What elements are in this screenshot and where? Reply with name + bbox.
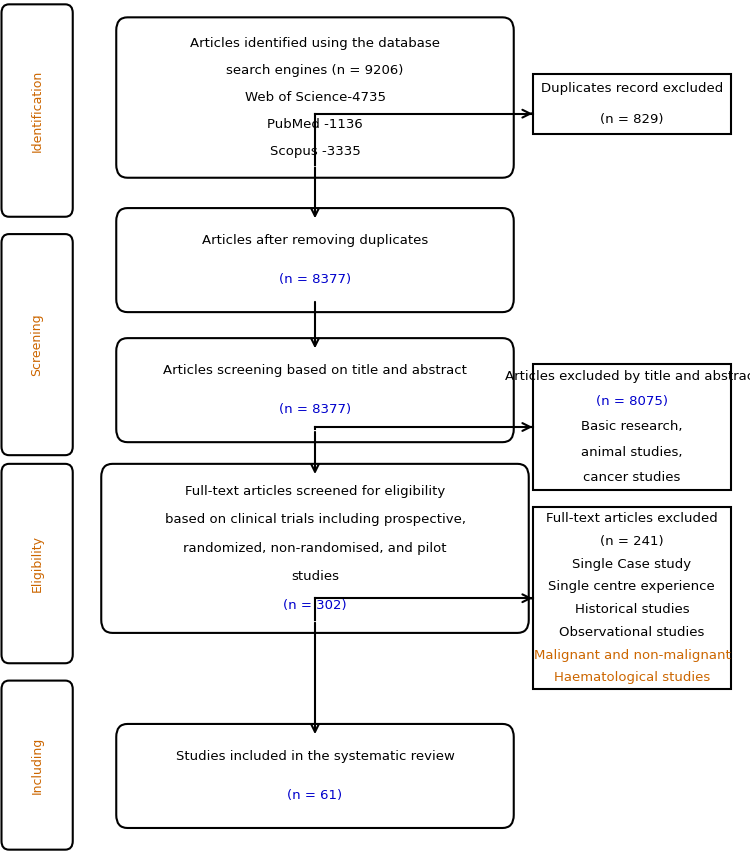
Text: Basic research,: Basic research,: [581, 420, 682, 434]
FancyBboxPatch shape: [101, 464, 529, 633]
Text: (n = 241): (n = 241): [600, 535, 664, 548]
Text: Identification: Identification: [31, 69, 44, 152]
Text: Studies included in the systematic review: Studies included in the systematic revie…: [176, 750, 454, 763]
Text: based on clinical trials including prospective,: based on clinical trials including prosp…: [164, 513, 466, 526]
FancyBboxPatch shape: [116, 338, 514, 442]
FancyBboxPatch shape: [116, 724, 514, 828]
Text: Screening: Screening: [31, 313, 44, 376]
Text: search engines (n = 9206): search engines (n = 9206): [226, 64, 404, 77]
Text: (n = 8075): (n = 8075): [596, 395, 668, 408]
Text: studies: studies: [291, 570, 339, 583]
Text: Web of Science-4735: Web of Science-4735: [244, 91, 386, 104]
FancyBboxPatch shape: [2, 234, 73, 455]
Text: cancer studies: cancer studies: [584, 471, 680, 484]
Text: Haematological studies: Haematological studies: [554, 671, 710, 684]
Text: (n = 61): (n = 61): [287, 789, 343, 802]
Bar: [532, 364, 731, 490]
Text: PubMed -1136: PubMed -1136: [267, 118, 363, 131]
Text: Duplicates record excluded: Duplicates record excluded: [541, 82, 723, 95]
Text: Scopus -3335: Scopus -3335: [270, 145, 361, 158]
Text: Articles screening based on title and abstract: Articles screening based on title and ab…: [163, 364, 467, 377]
Bar: [532, 507, 731, 689]
FancyBboxPatch shape: [116, 208, 514, 312]
Text: Articles after removing duplicates: Articles after removing duplicates: [202, 234, 428, 247]
Text: Eligibility: Eligibility: [31, 535, 44, 592]
Text: Including: Including: [31, 736, 44, 794]
Text: Single centre experience: Single centre experience: [548, 580, 716, 593]
Text: Articles identified using the database: Articles identified using the database: [190, 37, 440, 50]
Bar: [532, 74, 731, 134]
Text: animal studies,: animal studies,: [581, 446, 682, 459]
Text: Historical studies: Historical studies: [574, 603, 689, 616]
FancyBboxPatch shape: [2, 681, 73, 850]
Text: (n = 829): (n = 829): [600, 113, 664, 126]
FancyBboxPatch shape: [2, 464, 73, 663]
Text: Single Case study: Single Case study: [572, 557, 692, 570]
Text: Observational studies: Observational studies: [560, 626, 704, 639]
Text: Full-text articles excluded: Full-text articles excluded: [546, 512, 718, 525]
FancyBboxPatch shape: [2, 4, 73, 217]
Text: Full-text articles screened for eligibility: Full-text articles screened for eligibil…: [185, 485, 446, 498]
Text: randomized, non-randomised, and pilot: randomized, non-randomised, and pilot: [183, 542, 447, 555]
Text: Malignant and non-malignant: Malignant and non-malignant: [533, 649, 730, 662]
Text: (n = 8377): (n = 8377): [279, 273, 351, 286]
FancyBboxPatch shape: [116, 17, 514, 178]
Text: (n = 8377): (n = 8377): [279, 403, 351, 416]
Text: (n = 302): (n = 302): [284, 599, 346, 612]
Text: Articles excluded by title and abstract: Articles excluded by title and abstract: [505, 370, 750, 383]
